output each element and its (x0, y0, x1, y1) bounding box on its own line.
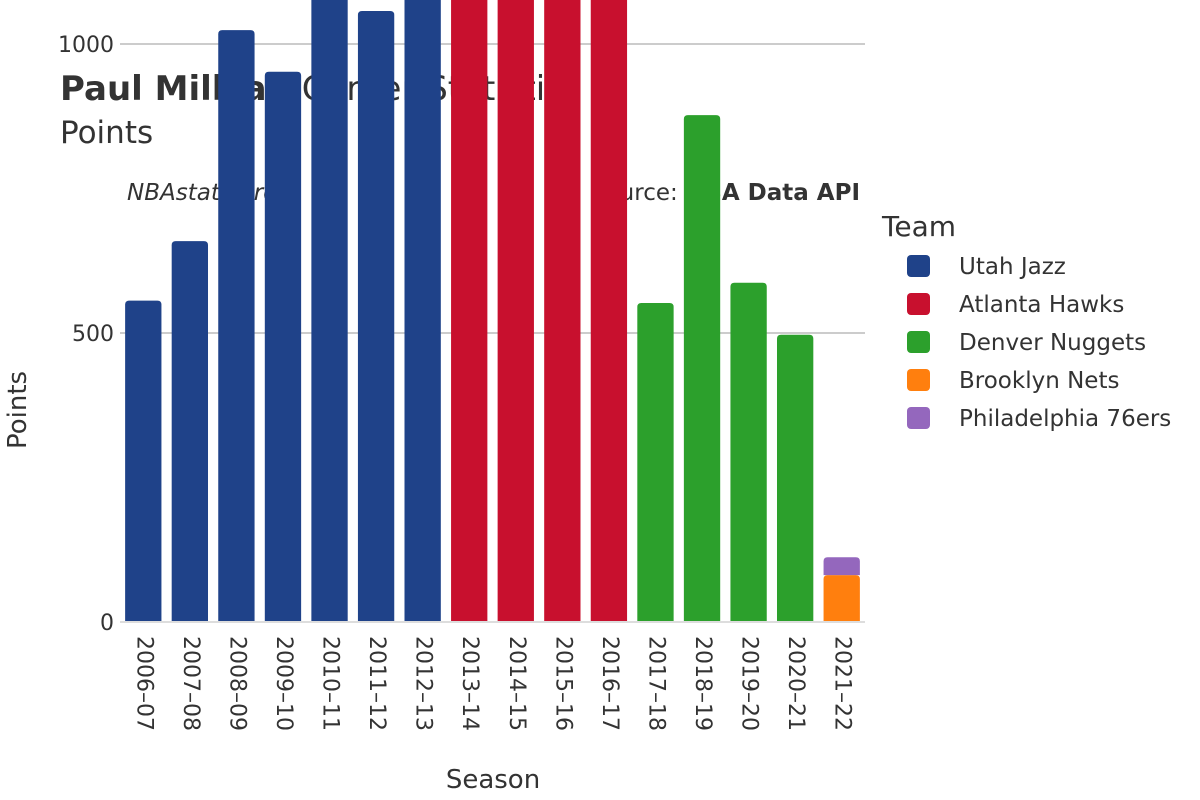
bar (451, 0, 488, 622)
legend-label: Brooklyn Nets (959, 368, 1119, 394)
bar-segment (451, 0, 488, 622)
y-tick-label: 0 (100, 611, 114, 636)
bar (544, 0, 581, 622)
bar (357, 11, 395, 622)
bar-segment (404, 0, 441, 622)
bars (125, 0, 860, 623)
bar (218, 30, 255, 623)
legend-item[interactable]: Utah Jazz (907, 254, 1066, 280)
legend-item[interactable]: Brooklyn Nets (907, 368, 1119, 394)
x-tick-label: 2018–19 (690, 636, 715, 731)
bar-segment (683, 115, 721, 623)
legend-label: Philadelphia 76ers (959, 406, 1171, 432)
legend-swatch (907, 331, 930, 353)
x-tick-label: 2016–17 (597, 636, 622, 731)
legend-item[interactable]: Denver Nuggets (907, 330, 1146, 356)
legend-label: Denver Nuggets (959, 330, 1146, 356)
x-tick-label: 2011–12 (364, 636, 389, 731)
bar (125, 300, 162, 622)
x-tick-label: 2009–10 (271, 636, 296, 731)
source-credit: Source: NBA Data API (591, 180, 860, 206)
bar (730, 282, 767, 622)
bar (497, 0, 534, 622)
x-tick-label: 2010–11 (318, 636, 343, 731)
bar-segment (497, 0, 534, 622)
bar (637, 302, 674, 622)
legend-item[interactable]: Philadelphia 76ers (907, 406, 1171, 432)
site-credit: NBAstats.pro (127, 180, 277, 206)
x-tick-label: 2006–07 (131, 636, 156, 731)
legend-swatch (907, 369, 930, 391)
chart-title-player: Paul Millsap (60, 69, 291, 109)
bar-segment (264, 71, 302, 622)
bar (776, 334, 814, 622)
bar (264, 71, 302, 622)
bar (171, 241, 209, 622)
bar-segment (823, 575, 860, 622)
bar-segment (776, 334, 814, 622)
legend-swatch (907, 407, 930, 429)
legend: Team Utah Jazz Atlanta Hawks Denver Nugget… (881, 210, 1171, 432)
bar-segment (823, 557, 860, 576)
x-tick-label: 2015–16 (550, 636, 575, 731)
bar (683, 115, 721, 623)
legend-swatch (907, 255, 930, 277)
bar-segment (125, 300, 162, 622)
bar-segment (637, 302, 674, 622)
y-tick-label: 1000 (58, 33, 114, 58)
legend-label: Utah Jazz (959, 254, 1066, 280)
legend-label: Atlanta Hawks (959, 292, 1124, 318)
x-tick-label: 2007–08 (178, 636, 203, 731)
legend-title: Team (881, 210, 956, 243)
x-tick-label: 2017–18 (643, 636, 668, 731)
bar-segment (544, 0, 581, 622)
x-tick-label: 2020–21 (783, 636, 808, 731)
bar (404, 0, 441, 622)
legend-item[interactable]: Atlanta Hawks (907, 292, 1124, 318)
bar (311, 0, 348, 622)
x-tick-label: 2019–20 (737, 636, 762, 731)
y-tick-label: 500 (72, 322, 114, 347)
x-tick-label: 2014–15 (504, 636, 529, 731)
bar-segment (357, 11, 395, 622)
y-axis-title: Points (3, 371, 33, 449)
axes: 0 500 1000 2006–07 2007–08 2008–09 2009–10 2010… (58, 33, 865, 731)
x-tick-label: 2012–13 (411, 636, 436, 731)
x-tick-label: 2021–22 (830, 636, 855, 731)
x-tick-label: 2008–09 (224, 636, 249, 731)
x-axis-title: Season (446, 765, 540, 795)
bar (590, 0, 628, 622)
legend-swatch (907, 293, 930, 315)
bar-segment (311, 0, 348, 622)
bar (823, 575, 860, 622)
bar-segment (171, 241, 209, 622)
bar (823, 557, 860, 576)
bar-segment (730, 282, 767, 622)
x-tick-label: 2013–14 (457, 636, 482, 731)
bar-segment (590, 0, 628, 622)
chart-subtitle: Points (60, 115, 153, 151)
bar-segment (218, 30, 255, 623)
